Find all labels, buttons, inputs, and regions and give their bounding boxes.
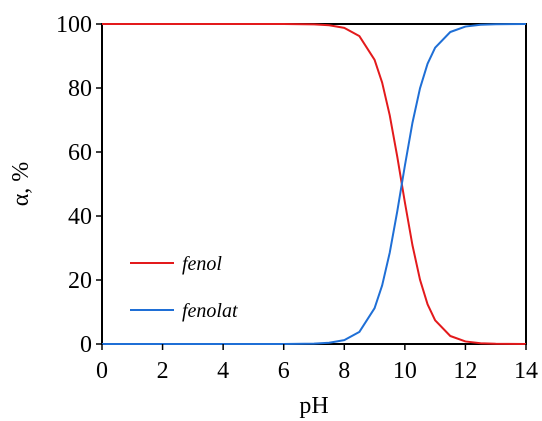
tick-layer: 0 2 4 6 8 10 12 14 0 20 40 60 80 100 (56, 12, 538, 384)
series-line-fenolat (102, 23, 527, 345)
y-tick-label: 80 (68, 76, 92, 102)
y-tick-label: 0 (80, 332, 92, 358)
x-tick-label: 6 (278, 358, 290, 384)
legend-label-fenolat: fenolat (182, 300, 238, 322)
y-axis-title: α, % (8, 162, 34, 207)
y-tick-label: 60 (68, 140, 92, 166)
x-tick-label: 0 (96, 358, 108, 384)
y-tick-label: 100 (56, 12, 92, 38)
legend: fenol fenolat (130, 253, 238, 322)
x-axis-title: pH (299, 393, 328, 419)
plot-area-frame (101, 23, 527, 345)
series-layer (102, 23, 527, 345)
x-tick-label: 8 (338, 358, 350, 384)
y-tick-label: 40 (68, 204, 92, 230)
x-tick-label: 2 (157, 358, 169, 384)
series-line-fenol (102, 23, 527, 345)
x-tick-label: 10 (393, 358, 417, 384)
legend-label-fenol: fenol (182, 253, 222, 275)
x-tick-label: 12 (453, 358, 477, 384)
x-tick-label: 14 (514, 358, 538, 384)
y-tick-label: 20 (68, 268, 92, 294)
x-tick-label: 4 (217, 358, 229, 384)
